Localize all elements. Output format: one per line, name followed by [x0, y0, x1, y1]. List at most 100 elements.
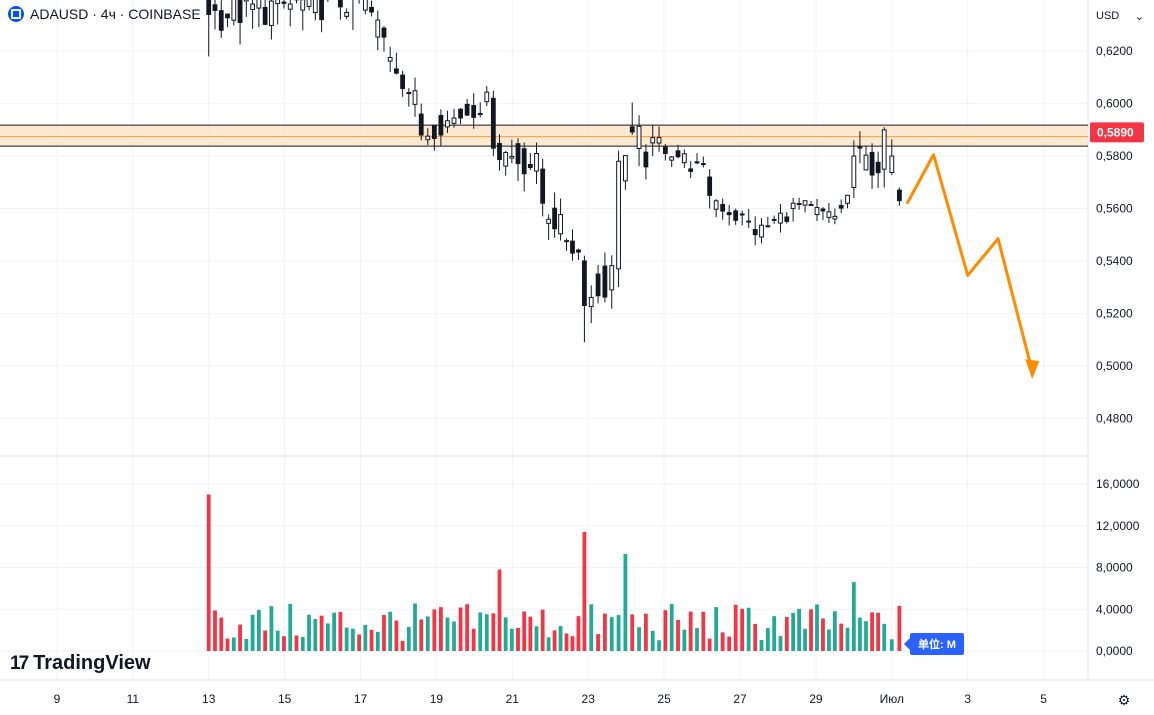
- volume-bar: [827, 629, 831, 651]
- volume-bar: [564, 633, 569, 651]
- volume-unit-badge: 单位: M: [904, 633, 964, 655]
- candle-up: [243, 0, 249, 2]
- price-tick-label: 0,5200: [1096, 306, 1133, 320]
- volume-bar: [471, 628, 476, 651]
- price-badge-bg: [1090, 122, 1144, 143]
- candle-down: [595, 273, 601, 297]
- volume-bar: [338, 612, 343, 651]
- currency-selector[interactable]: USD ⌄: [1090, 5, 1150, 27]
- volume-bar: [540, 609, 545, 651]
- candle-up: [771, 218, 777, 221]
- volume-bar: [876, 612, 881, 651]
- volume-bar: [643, 613, 648, 651]
- volume-bar: [858, 617, 862, 651]
- candle-down: [896, 189, 902, 202]
- price-axis[interactable]: 0,6200 0,6000 0,5800 0,5600 0,5400 0,5200 0,50…: [1096, 44, 1133, 425]
- volume-bar: [425, 616, 430, 651]
- volume-bar: [400, 640, 405, 651]
- tradingview-mark-icon: 17: [10, 652, 29, 674]
- candle-up: [650, 137, 656, 144]
- volume-bar: [864, 621, 868, 651]
- volume-bar: [219, 617, 224, 651]
- volume-bar: [772, 616, 777, 651]
- candle-up: [851, 155, 857, 189]
- volume-bar: [439, 607, 443, 651]
- volume-bar: [357, 634, 362, 651]
- volume-bar: [344, 627, 349, 651]
- volume-bar: [623, 553, 628, 651]
- volume-tick-label: 12,0000: [1096, 519, 1140, 533]
- candle-down: [602, 265, 608, 298]
- time-tick-label: 25: [657, 692, 671, 706]
- price-tick-label: 0,6200: [1096, 44, 1133, 58]
- chart-grid: [0, 0, 1154, 681]
- candle-up: [306, 0, 312, 7]
- time-tick-label: 29: [809, 692, 823, 706]
- candle-up: [558, 214, 563, 235]
- price-tick-label: 0,6000: [1096, 97, 1133, 111]
- volume-bar: [663, 610, 668, 651]
- volume-bar: [552, 630, 557, 651]
- candle-up: [636, 125, 642, 150]
- volume-bar: [388, 611, 393, 651]
- volume-bar: [534, 626, 539, 651]
- volume-bar: [815, 604, 819, 651]
- volume-bar: [791, 612, 796, 651]
- volume-bar: [657, 640, 661, 651]
- price-tick-label: 0,5400: [1096, 254, 1133, 268]
- volume-bar: [897, 605, 902, 651]
- candle-down: [688, 168, 694, 172]
- volume-bar: [650, 630, 655, 651]
- volume-bar: [275, 630, 280, 651]
- candle-up: [669, 156, 675, 161]
- volume-bar: [870, 612, 874, 651]
- price-tick-label: 0,5800: [1096, 149, 1133, 163]
- volume-axis: 16,0000 12,0000 8,0000 4,0000 0,0000: [1096, 477, 1140, 658]
- time-tick-label: 15: [278, 692, 292, 706]
- volume-bar: [669, 604, 674, 651]
- volume-bar: [516, 627, 520, 651]
- candle-up: [269, 0, 274, 26]
- volume-bar: [714, 607, 719, 651]
- volume-bar: [282, 636, 286, 651]
- candle-down: [808, 203, 814, 206]
- candle-down: [576, 249, 581, 253]
- volume-tick-label: 16,0000: [1096, 477, 1140, 491]
- volume-bar: [570, 636, 575, 651]
- volume-bar: [676, 619, 680, 651]
- volume-bar: [688, 611, 693, 651]
- candle-up: [765, 225, 771, 228]
- volume-bars: [206, 494, 902, 651]
- candle-down: [521, 148, 527, 175]
- candle-up: [845, 194, 850, 204]
- volume-bar: [206, 494, 211, 651]
- candle-down: [400, 74, 406, 89]
- candle-down: [369, 6, 374, 13]
- candle-down: [820, 208, 826, 212]
- settings-gear-icon[interactable]: ⚙: [1117, 692, 1131, 708]
- candle-up: [616, 160, 621, 270]
- candle-down: [838, 205, 844, 209]
- symbol-header[interactable]: ADAUSD · 4ч · COINBASE: [8, 6, 201, 22]
- volume-bar: [546, 637, 551, 651]
- tradingview-logo[interactable]: 17 TradingView: [10, 652, 151, 675]
- candle-up: [881, 129, 887, 170]
- candle-down: [393, 68, 399, 74]
- volume-bar: [701, 611, 706, 651]
- candle-down: [497, 142, 502, 161]
- candle-down: [540, 168, 546, 204]
- candle-up: [796, 202, 802, 205]
- candle-down: [225, 13, 230, 19]
- candle-down: [720, 203, 726, 212]
- volume-bar: [740, 608, 745, 651]
- candle-up: [503, 151, 509, 167]
- time-axis[interactable]: 9 11 13 15 17 19 21 23 25 27 29 Июл 3 5: [54, 692, 1048, 706]
- candle-up: [425, 135, 431, 141]
- candle-up: [375, 19, 381, 38]
- volume-bar: [753, 623, 758, 651]
- volume-bar: [288, 603, 293, 651]
- candle-up: [814, 207, 820, 216]
- candle-up: [477, 113, 483, 116]
- volume-bar: [351, 628, 355, 651]
